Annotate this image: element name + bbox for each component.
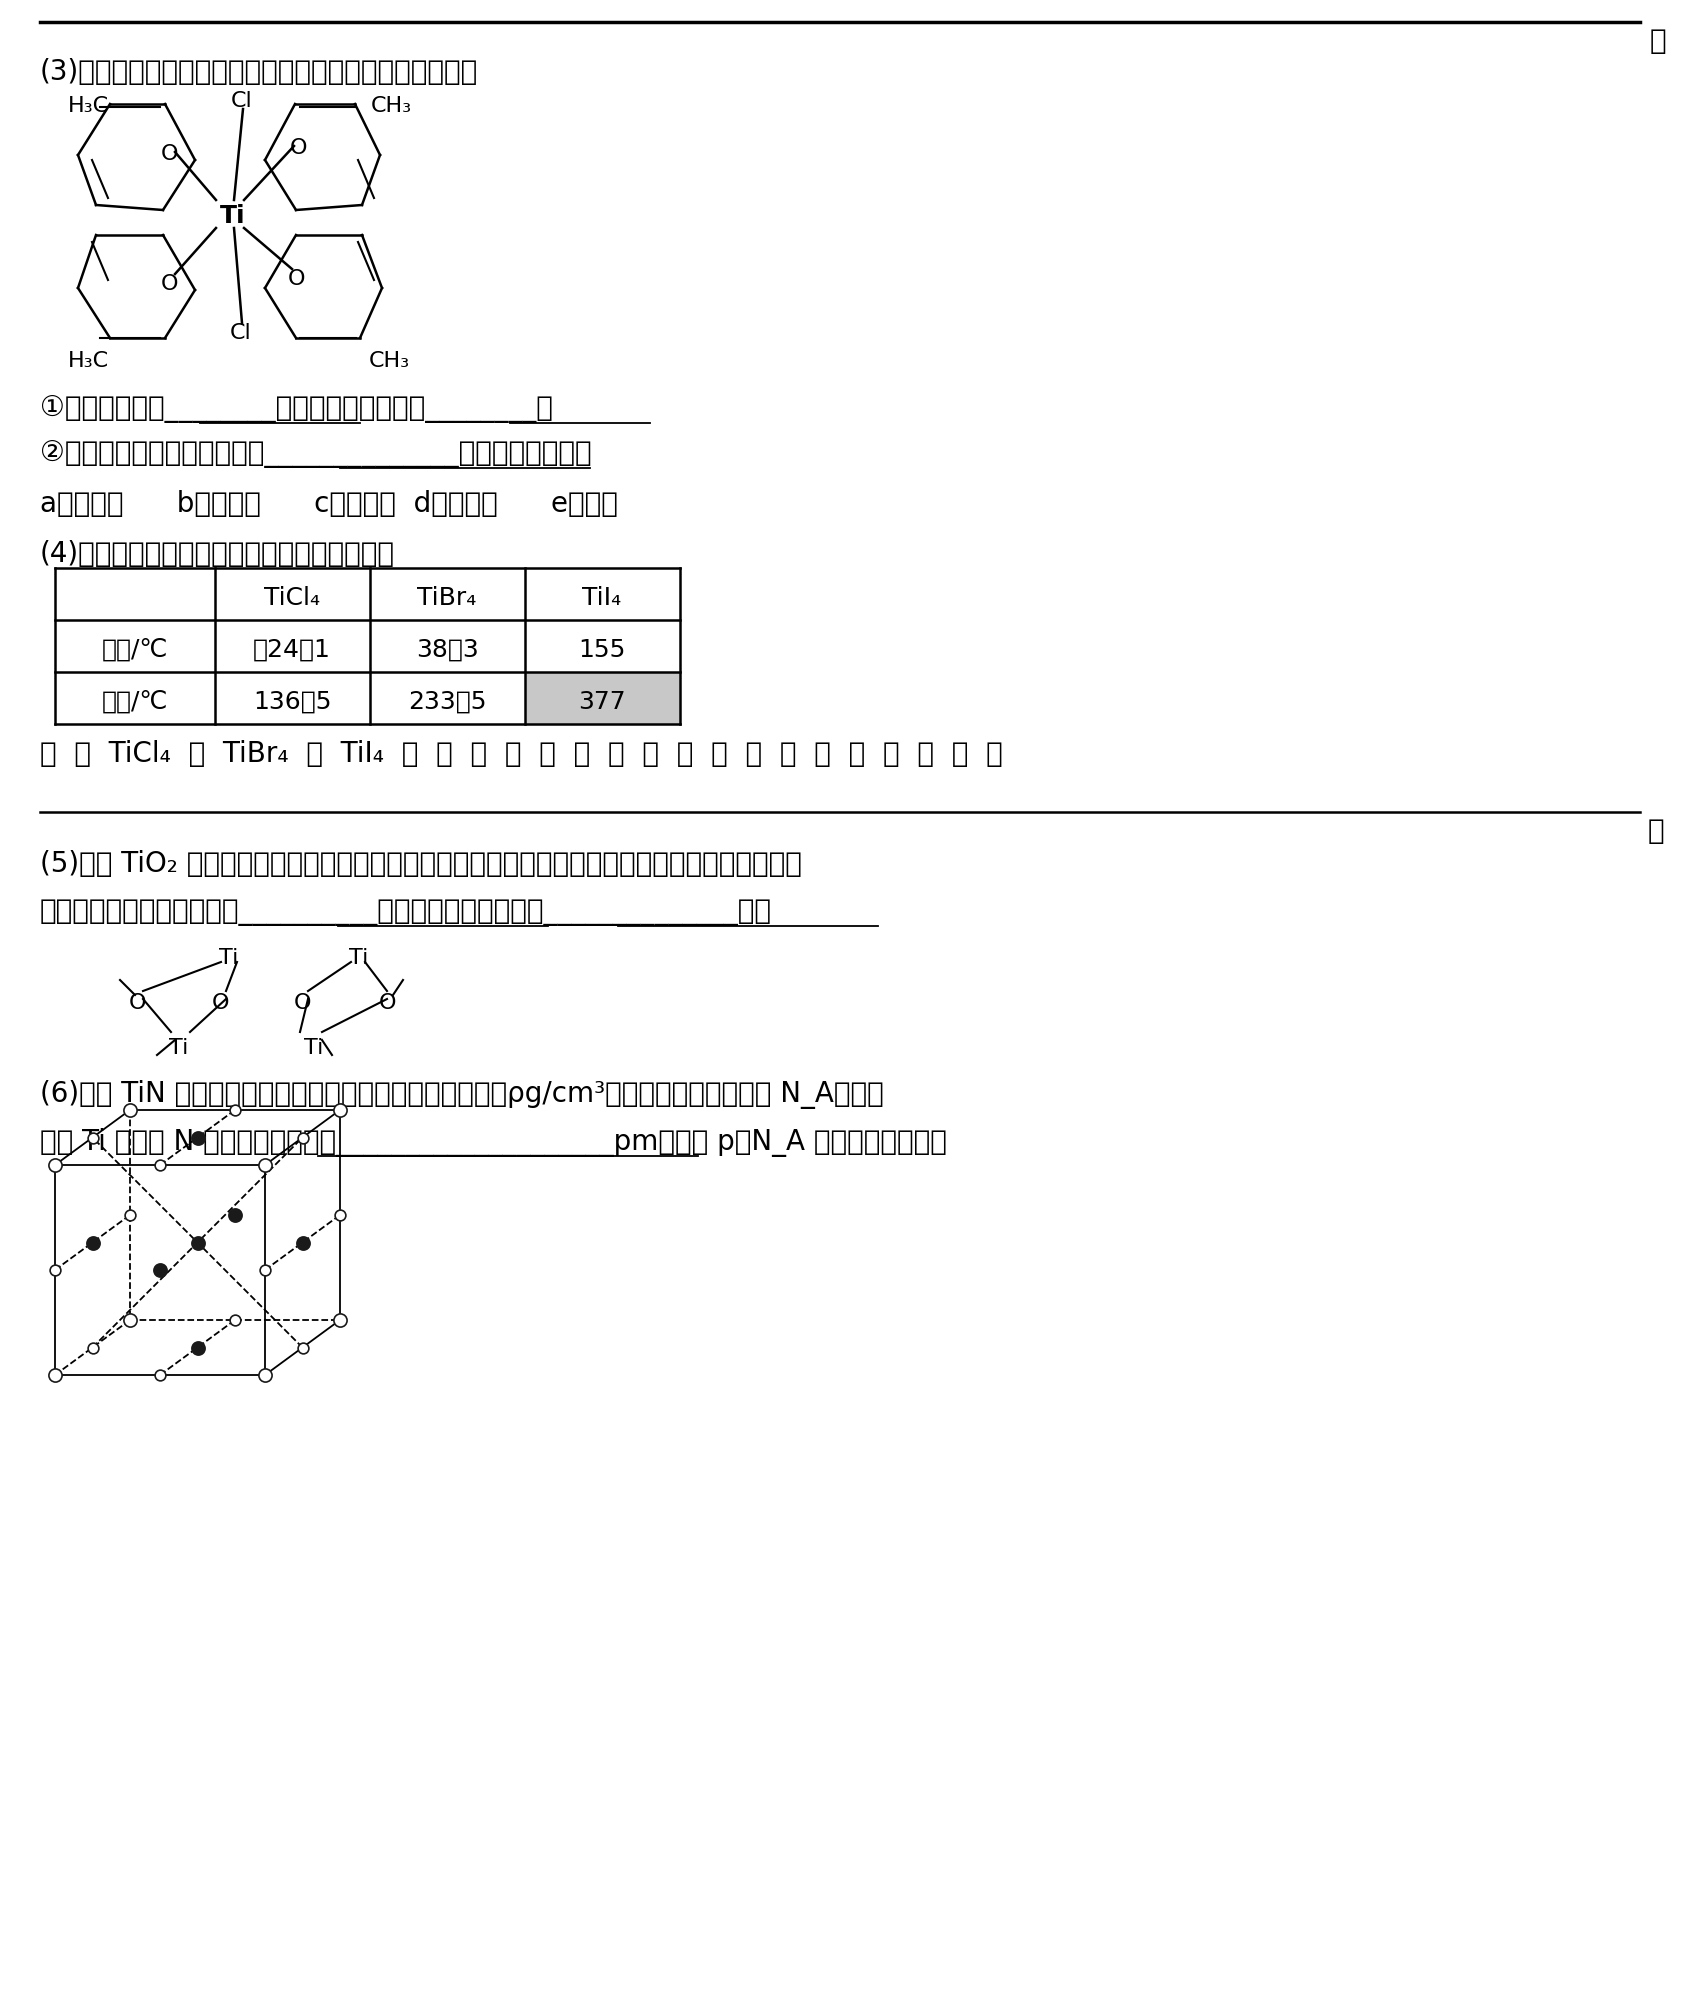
Text: Ti: Ti <box>220 949 238 969</box>
Text: 。: 。 <box>1648 817 1665 845</box>
Point <box>289 1226 317 1258</box>
Text: 377: 377 <box>579 690 626 713</box>
Point <box>252 1359 279 1391</box>
Text: O: O <box>162 273 179 295</box>
Point <box>252 1254 279 1285</box>
Point <box>221 1303 248 1335</box>
Text: a．离子键      b．配位键      c．金属键  d．共价键      e．氢键: a．离子键 b．配位键 c．金属键 d．共价键 e．氢键 <box>41 490 618 518</box>
Text: TiBr₄: TiBr₄ <box>417 586 477 610</box>
Text: Ti: Ti <box>349 949 368 969</box>
Point <box>184 1226 211 1258</box>
Point <box>41 1254 68 1285</box>
Text: 分  析  TiCl₄  、  TiBr₄  、  TiI₄  的  熔  点  和  沸  点  呈  现  一  定  变  化  规  律  的  原  : 分 析 TiCl₄ 、 TiBr₄ 、 TiI₄ 的 熔 点 和 沸 点 呈 现… <box>41 739 1002 767</box>
Text: CH₃: CH₃ <box>369 351 410 371</box>
Text: 。: 。 <box>1649 28 1666 56</box>
Text: O: O <box>162 143 179 163</box>
Text: 沸点/℃: 沸点/℃ <box>102 690 168 713</box>
Point <box>41 1359 68 1391</box>
Point <box>184 1122 211 1154</box>
Text: O: O <box>380 993 397 1012</box>
Point <box>116 1094 143 1126</box>
Text: 胞中 Ti 原子与 N 原子的最近距离为____________________pm（用含 p、N_A 的代数式表示）。: 胞中 Ti 原子与 N 原子的最近距离为____________________… <box>41 1128 946 1158</box>
Text: Ti: Ti <box>168 1038 189 1058</box>
Text: ②该配合物中存在的化学键有______________（填字母代号）。: ②该配合物中存在的化学键有______________（填字母代号）。 <box>41 440 592 468</box>
Point <box>41 1150 68 1182</box>
Point <box>78 1331 106 1363</box>
Point <box>327 1303 354 1335</box>
Text: 熔点/℃: 熔点/℃ <box>102 638 168 662</box>
Point <box>252 1150 279 1182</box>
Text: O: O <box>294 993 311 1012</box>
Text: 38．3: 38．3 <box>415 638 478 662</box>
Text: Ti: Ti <box>220 203 245 227</box>
Text: (4)钛与卤素形成的化合物熔沸点如下表所示：: (4)钛与卤素形成的化合物熔沸点如下表所示： <box>41 540 395 568</box>
Point <box>327 1094 354 1126</box>
Text: Ti: Ti <box>305 1038 323 1058</box>
Text: Cl: Cl <box>230 323 252 343</box>
Text: 155: 155 <box>579 638 626 662</box>
Point <box>146 1150 174 1182</box>
Bar <box>524 672 681 723</box>
Point <box>78 1122 106 1154</box>
Point <box>116 1303 143 1335</box>
Point <box>327 1200 354 1232</box>
Text: O: O <box>289 138 308 157</box>
Point <box>221 1200 248 1232</box>
Text: 136．5: 136．5 <box>254 690 332 713</box>
Point <box>146 1254 174 1285</box>
Text: ①钛的配位数为________，碳原子的杂化类型________。: ①钛的配位数为________，碳原子的杂化类型________。 <box>41 395 553 423</box>
Text: H₃C: H₃C <box>68 351 109 371</box>
Point <box>289 1331 317 1363</box>
Text: (3)钛某配合物可用于催化环烯烃聚合，其结如下图所示：: (3)钛某配合物可用于催化环烯烃聚合，其结如下图所示： <box>41 58 478 86</box>
Point <box>116 1200 143 1232</box>
Text: TiCl₄: TiCl₄ <box>264 586 320 610</box>
Text: CH₃: CH₃ <box>371 96 412 116</box>
Text: 233．5: 233．5 <box>408 690 487 713</box>
Text: O: O <box>213 993 230 1012</box>
Text: 图所示，该阳离子化学式为__________，阴离子的空间构型为______________。．: 图所示，该阳离子化学式为__________，阴离子的空间构型为________… <box>41 899 773 927</box>
Text: (5)已知 TiO₂ 与浓硫酸反应生成硫酸氧钛，硫酸氧钛晶体中阳离子为链状聚合形式的离子，结构如: (5)已知 TiO₂ 与浓硫酸反应生成硫酸氧钛，硫酸氧钛晶体中阳离子为链状聚合形… <box>41 849 802 879</box>
Text: (6)已知 TiN 晶体的晶胞结构如图所示，若该晶胞的密度为ρg/cm³，阿伏加德罗常数值为 N_A，则晶: (6)已知 TiN 晶体的晶胞结构如图所示，若该晶胞的密度为ρg/cm³，阿伏加… <box>41 1080 883 1108</box>
Point <box>78 1226 106 1258</box>
Text: TiI₄: TiI₄ <box>582 586 621 610</box>
Point <box>289 1122 317 1154</box>
Text: －24．1: －24．1 <box>254 638 330 662</box>
Text: O: O <box>129 993 146 1012</box>
Text: H₃C: H₃C <box>68 96 109 116</box>
Point <box>221 1094 248 1126</box>
Point <box>146 1359 174 1391</box>
Text: O: O <box>288 269 305 289</box>
Point <box>184 1331 211 1363</box>
Text: Cl: Cl <box>231 92 254 112</box>
